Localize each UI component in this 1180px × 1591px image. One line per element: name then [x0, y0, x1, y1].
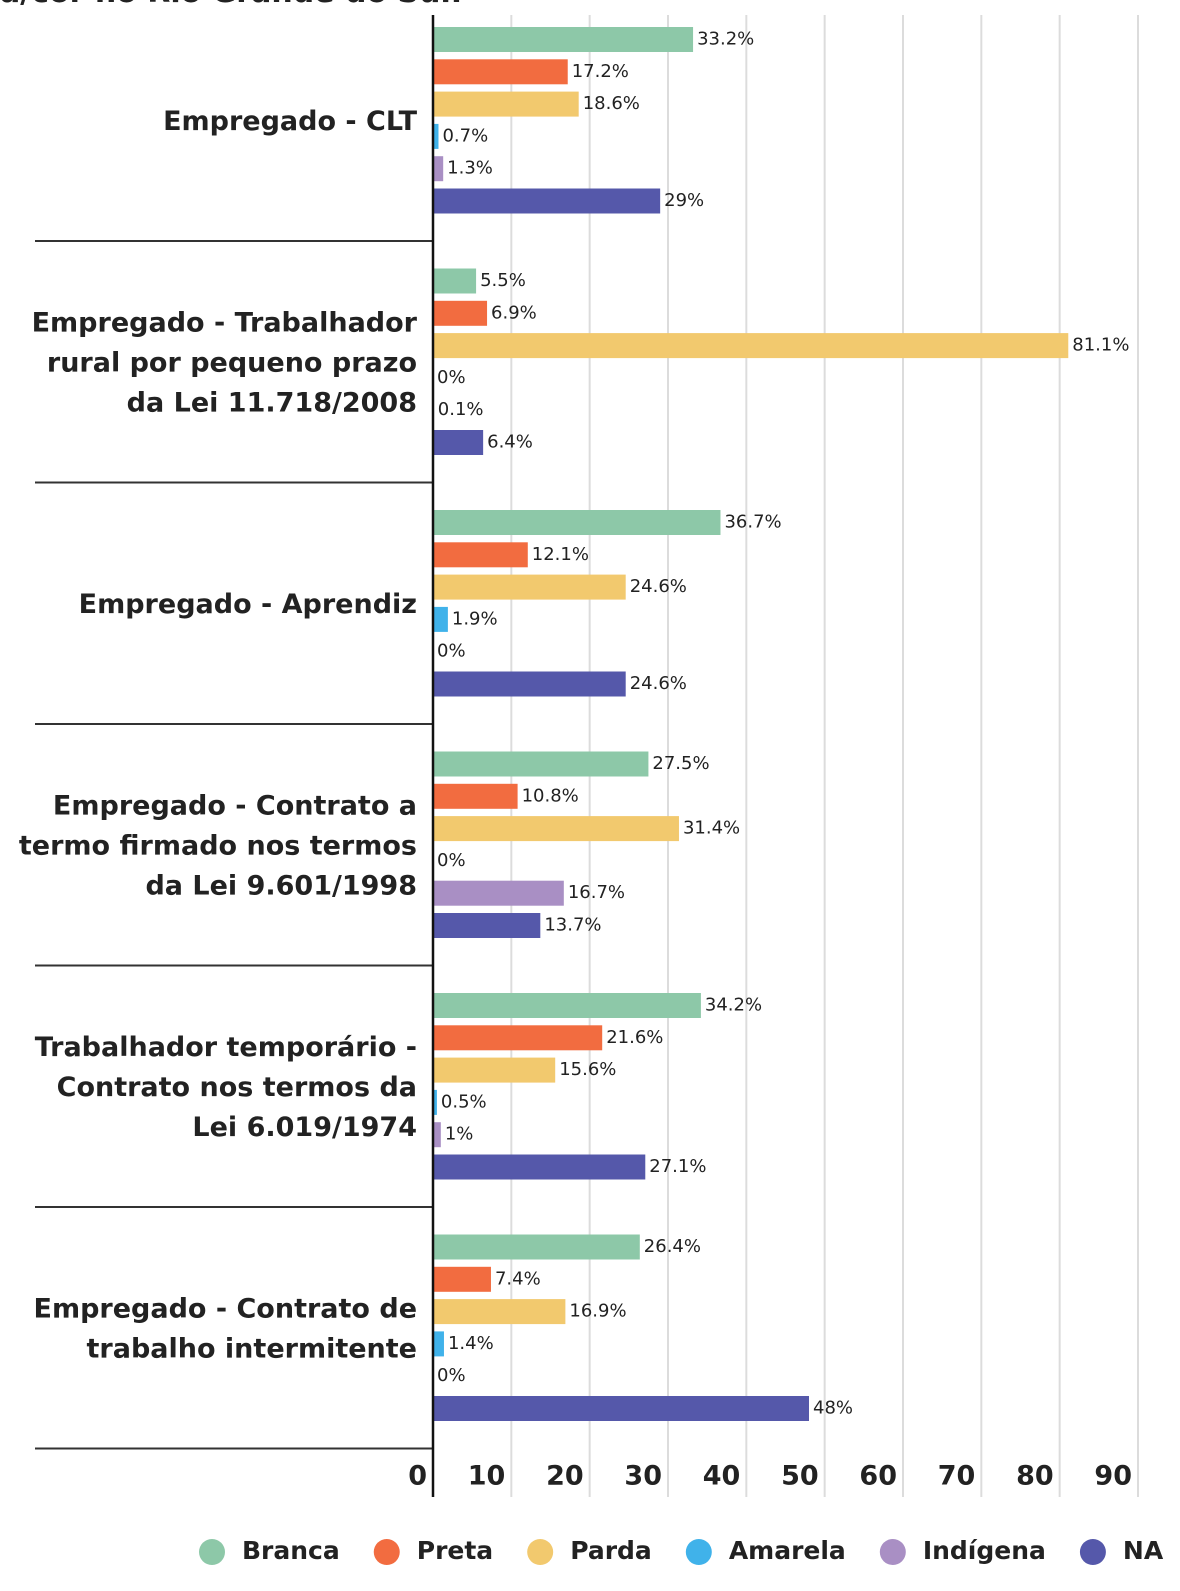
bar	[433, 1089, 437, 1115]
legend-swatch	[1079, 1539, 1106, 1565]
bar	[433, 1025, 603, 1051]
value-label: 36.7%	[724, 512, 781, 533]
value-label: 21.6%	[606, 1027, 663, 1048]
value-label: 1.9%	[452, 608, 498, 629]
value-label: 27.5%	[652, 753, 709, 774]
value-label: 6.4%	[487, 432, 533, 453]
value-label: 18.6%	[583, 93, 640, 114]
legend-swatch	[527, 1539, 554, 1565]
bar	[433, 188, 661, 214]
value-label: 15.6%	[559, 1059, 616, 1080]
bar	[433, 333, 1069, 359]
bar	[433, 1299, 566, 1325]
value-label: 12.1%	[532, 544, 589, 565]
bar	[433, 1266, 491, 1292]
x-tick-label: 60	[859, 1461, 897, 1492]
chart-title: a/cor no Rio Grande do Sul.	[0, 0, 462, 10]
value-label: 13.7%	[544, 915, 601, 936]
bar	[433, 880, 564, 906]
bar	[433, 606, 448, 632]
x-tick-label: 10	[468, 1461, 506, 1492]
value-label: 6.9%	[491, 302, 537, 323]
value-label: 0%	[437, 1365, 466, 1386]
x-tick-label: 80	[1016, 1461, 1054, 1492]
bar	[433, 430, 484, 455]
x-tick-label: 90	[1094, 1461, 1132, 1492]
bar	[433, 91, 579, 117]
legend-label: NA	[1123, 1536, 1164, 1565]
legend-label: Indígena	[923, 1536, 1046, 1565]
value-label: 0%	[437, 850, 466, 871]
x-tick-label: 70	[938, 1461, 976, 1492]
x-tick-label: 30	[624, 1461, 662, 1492]
bar	[433, 783, 518, 809]
bar	[433, 1122, 441, 1148]
x-tick-label: 0	[408, 1461, 427, 1492]
value-label: 1.3%	[447, 158, 493, 179]
value-label: 31.4%	[683, 818, 740, 839]
bar	[433, 751, 649, 777]
bar	[433, 27, 694, 52]
value-label: 0.1%	[438, 399, 484, 420]
legend-swatch	[685, 1539, 712, 1565]
bar	[433, 59, 568, 85]
bar	[433, 300, 488, 326]
category-label: Empregado - Contrato de trabalho intermit…	[34, 1294, 417, 1365]
legend-swatch	[199, 1539, 225, 1565]
bar	[433, 574, 626, 600]
x-tick-label: 40	[703, 1461, 741, 1492]
value-label: 33.2%	[697, 29, 754, 50]
value-label: 27.1%	[649, 1156, 706, 1177]
legend-label: Branca	[242, 1536, 340, 1565]
value-label: 7.4%	[495, 1268, 541, 1289]
value-label: 0%	[437, 367, 466, 388]
legend-label: Preta	[417, 1536, 493, 1565]
category-label: Empregado - Aprendiz	[79, 589, 417, 620]
value-label: 0.5%	[441, 1091, 487, 1112]
bar	[433, 1234, 640, 1260]
legend-label: Parda	[570, 1536, 652, 1565]
value-label: 10.8%	[522, 785, 579, 806]
value-label: 24.6%	[630, 576, 687, 597]
category-label: Empregado - Contrato a termo firmado nos …	[19, 791, 417, 902]
bar	[433, 993, 701, 1018]
legend-label: Amarela	[729, 1536, 846, 1565]
bar	[433, 123, 439, 149]
value-label: 16.7%	[568, 882, 625, 903]
bar	[433, 1331, 444, 1357]
category-label: Empregado - Trabalhador rural por pequeno…	[32, 308, 418, 419]
x-tick-label: 50	[781, 1461, 819, 1492]
value-label: 34.2%	[705, 995, 762, 1016]
bar	[433, 1154, 646, 1180]
value-label: 24.6%	[630, 673, 687, 694]
bar	[433, 156, 444, 182]
value-label: 29%	[664, 190, 704, 211]
category-label: Trabalhador temporário -Contrato nos ter…	[35, 1032, 417, 1143]
value-label: 48%	[813, 1398, 853, 1419]
value-label: 5.5%	[480, 270, 526, 291]
bar	[433, 671, 626, 697]
value-label: 1%	[445, 1124, 474, 1145]
value-label: 0%	[437, 641, 466, 662]
bar	[433, 816, 679, 842]
bar	[433, 268, 477, 294]
bar	[433, 510, 721, 535]
bar	[433, 913, 541, 938]
legend-swatch	[373, 1539, 400, 1565]
value-label: 0.7%	[442, 125, 488, 146]
value-label: 1.4%	[448, 1333, 494, 1354]
x-tick-label: 20	[546, 1461, 584, 1492]
bar	[433, 1396, 809, 1421]
value-label: 26.4%	[644, 1236, 701, 1257]
legend-swatch	[879, 1539, 906, 1565]
bar	[433, 1057, 556, 1083]
bar	[433, 542, 528, 568]
value-label: 17.2%	[572, 61, 629, 82]
value-label: 16.9%	[569, 1301, 626, 1322]
category-label: Empregado - CLT	[163, 106, 418, 137]
value-label: 81.1%	[1072, 335, 1129, 356]
